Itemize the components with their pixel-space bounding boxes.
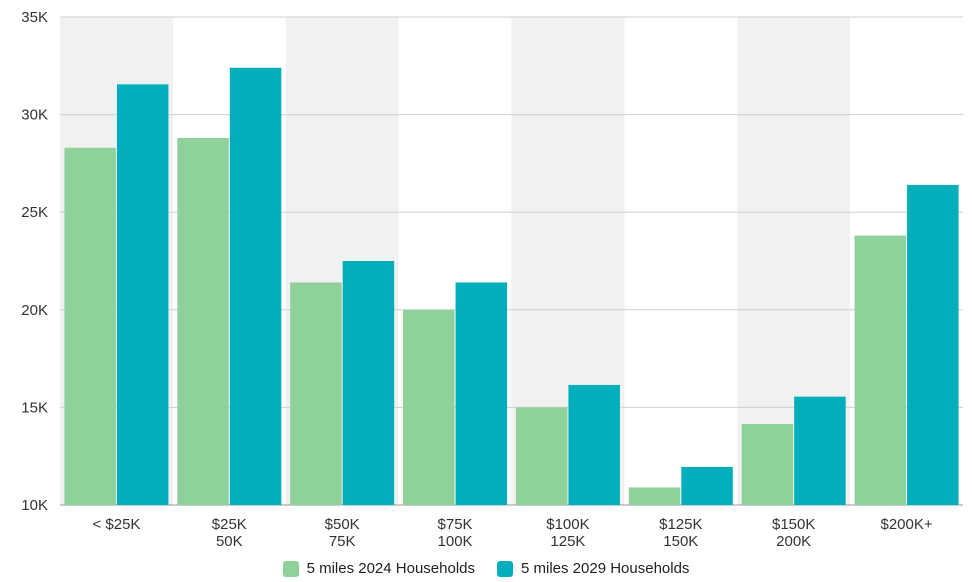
x-tick-label: $125K 150K: [659, 516, 702, 550]
legend: 5 miles 2024 Households 5 miles 2029 Hous…: [0, 560, 972, 577]
bar-2029: [342, 261, 395, 505]
bar-2024: [403, 309, 455, 505]
bar-2029: [455, 282, 508, 505]
x-tick-label: $75K 100K: [438, 516, 473, 550]
bar-2029: [568, 384, 620, 505]
x-tick-label: $50K 75K: [325, 516, 360, 550]
bar-chart: 10K 15K 20K 25K 30K 35K < $25K $25K 50K $50K 75K $…: [21, 9, 963, 550]
legend-label: 5 miles 2029 Households: [521, 560, 690, 577]
x-tick-label: $150K 200K: [772, 516, 815, 550]
y-tick-label: 35K: [21, 9, 48, 26]
y-tick-label: 10K: [21, 497, 48, 514]
bar-2024: [628, 487, 681, 505]
y-axis: 10K 15K 20K 25K 30K 35K: [21, 9, 48, 514]
bar-2024: [290, 282, 342, 505]
legend-swatch: [497, 560, 513, 577]
bars: [64, 67, 959, 506]
x-tick-label: < $25K: [92, 516, 140, 533]
legend-item[interactable]: 5 miles 2024 Households: [282, 560, 475, 577]
x-axis: < $25K $25K 50K $50K 75K $75K 100K $100K 125K $12…: [92, 516, 932, 550]
bar-2029: [794, 396, 846, 505]
y-tick-label: 15K: [21, 399, 48, 416]
legend-label: 5 miles 2024 Households: [306, 560, 475, 577]
bar-2029: [907, 184, 959, 505]
legend-item[interactable]: 5 miles 2029 Households: [497, 560, 689, 577]
bar-2029: [116, 84, 169, 506]
x-tick-label: $100K 125K: [546, 516, 589, 550]
bar-2024: [177, 138, 229, 506]
bar-2024: [64, 147, 116, 505]
x-tick-label: $200K+: [880, 516, 932, 533]
y-tick-label: 20K: [21, 302, 48, 319]
bar-2024: [741, 423, 794, 505]
y-tick-label: 25K: [21, 204, 48, 221]
bar-2024: [854, 235, 907, 505]
x-tick-label: $25K 50K: [212, 516, 247, 550]
bar-2024: [515, 407, 568, 505]
y-tick-label: 30K: [21, 107, 48, 124]
legend-swatch: [282, 560, 299, 577]
bar-2029: [229, 67, 282, 505]
bar-2029: [681, 466, 733, 505]
